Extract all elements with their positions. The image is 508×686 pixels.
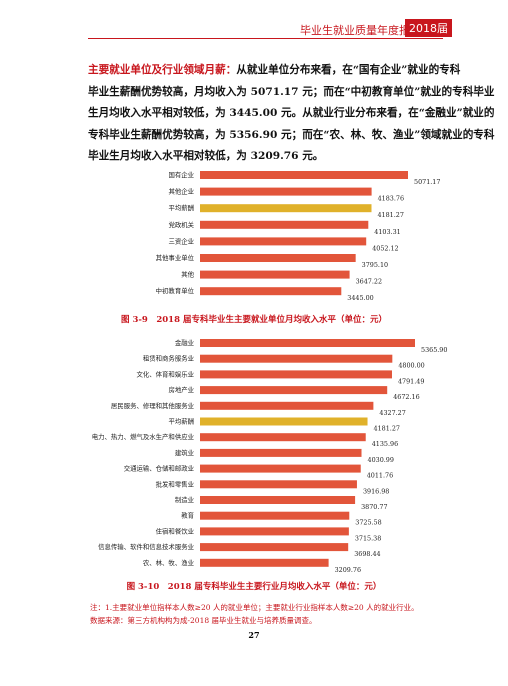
value-label: 3647.22 bbox=[356, 278, 382, 286]
value-label: 5071.17 bbox=[414, 178, 440, 186]
bar bbox=[200, 370, 392, 379]
chart-title: 图 3-9 2018 届专科毕业生主要就业单位月均收入水平（单位：元） bbox=[121, 315, 387, 325]
value-label: 3916.98 bbox=[363, 487, 389, 495]
bar bbox=[200, 543, 349, 552]
bar bbox=[200, 464, 361, 473]
page-number: 27 bbox=[248, 630, 260, 640]
header-title: 毕业生就业质量年度报告 bbox=[300, 24, 421, 37]
value-label: 4011.76 bbox=[367, 472, 393, 480]
paragraph-lead: 主要就业单位及行业领域月薪： bbox=[88, 64, 237, 76]
bar bbox=[200, 287, 342, 296]
category-label: 三资企业 bbox=[168, 236, 194, 245]
category-label: 信息传输、软件和信息技术服务业 bbox=[98, 542, 194, 551]
bar bbox=[200, 480, 357, 489]
paragraph-line: 生月均收入水平相对较低，为 3445.00 元。从就业行业分布来看，在“金融业”… bbox=[88, 107, 495, 119]
bar bbox=[200, 171, 408, 179]
header-rule bbox=[88, 38, 443, 39]
bar bbox=[200, 496, 356, 504]
bar bbox=[200, 417, 368, 426]
value-label: 4183.76 bbox=[378, 195, 404, 203]
value-label: 3870.77 bbox=[361, 503, 387, 511]
category-label: 交通运输、仓储和邮政业 bbox=[124, 464, 195, 473]
value-label: 3445.00 bbox=[347, 294, 373, 300]
category-label: 国有企业 bbox=[168, 170, 194, 179]
value-label: 4181.27 bbox=[374, 425, 400, 433]
category-label: 批发和零售业 bbox=[156, 479, 195, 488]
value-label: 4181.27 bbox=[377, 211, 403, 219]
value-label: 3209.76 bbox=[335, 566, 361, 574]
category-label: 农、林、牧、渔业 bbox=[143, 558, 195, 567]
bar bbox=[200, 354, 393, 363]
paragraph-line: 专科毕业生薪酬优势较高，为 5356.90 元；而在“农、林、牧、渔业”领域就业… bbox=[88, 128, 495, 141]
bar bbox=[200, 527, 349, 536]
category-label: 其他 bbox=[181, 270, 194, 279]
category-label: 居民服务、修理和其他服务业 bbox=[111, 401, 195, 410]
category-label: 党政机关 bbox=[168, 220, 194, 229]
bar bbox=[200, 270, 350, 279]
bar bbox=[200, 254, 356, 262]
value-label: 3725.58 bbox=[355, 519, 381, 527]
paragraph-line: 毕业生薪酬优势较高，月均收入为 5071.17 元；而在“中初教育单位”就业的专… bbox=[88, 85, 495, 98]
bar bbox=[200, 187, 372, 196]
paragraph: 主要就业单位及行业领域月薪：从就业单位分布来看，在“国有企业”就业的专科 毕业生… bbox=[88, 60, 495, 168]
bar bbox=[200, 237, 367, 246]
value-label: 4030.99 bbox=[368, 456, 394, 464]
bar bbox=[200, 511, 350, 520]
bar bbox=[200, 220, 369, 229]
category-label: 中初教育单位 bbox=[156, 286, 195, 295]
paragraph-text: 从就业单位分布来看，在“国有企业”就业的专科 bbox=[236, 64, 461, 76]
note: 数据来源：第三方机构构为成-2018 届毕业生就业与培养质量调查。 bbox=[90, 616, 317, 625]
category-label: 制造业 bbox=[175, 495, 195, 504]
bar bbox=[200, 448, 362, 457]
bar bbox=[200, 204, 372, 213]
chart: 国有企业 5071.17 其他企业 4183.76 平均薪酬 4181.27 党政机关 410… bbox=[156, 170, 441, 300]
category-label: 租赁和商务服务业 bbox=[143, 354, 195, 363]
category-label: 平均薪酬 bbox=[168, 203, 194, 212]
category-label: 教育 bbox=[181, 511, 194, 520]
category-label: 住宿和餐饮业 bbox=[156, 526, 195, 535]
bar bbox=[200, 386, 388, 395]
value-label: 5365.90 bbox=[421, 346, 447, 354]
chart-title: 图 3-10 2018 届专科毕业生主要行业月均收入水平（单位：元） bbox=[126, 582, 382, 592]
note: 注：1.主要就业单位指样本人数≥20 人的就业单位；主要就业行业指样本人数≥20… bbox=[90, 603, 419, 612]
paragraph-line: 毕业生月均收入水平相对较低，为 3209.76 元。 bbox=[88, 150, 324, 162]
category-label: 建筑业 bbox=[175, 448, 195, 457]
value-label: 3795.10 bbox=[362, 261, 388, 269]
value-label: 4052.12 bbox=[372, 244, 398, 252]
chart: 金融业 5365.90 租赁和商务服务业 4800.00 文化、体育和娱乐业 4791.4… bbox=[92, 338, 448, 574]
category-label: 其他事业单位 bbox=[156, 253, 195, 262]
value-label: 3698.44 bbox=[354, 550, 380, 558]
category-label: 其他企业 bbox=[168, 187, 194, 196]
value-label: 4800.00 bbox=[398, 362, 424, 370]
header-badge: 2018届 bbox=[405, 19, 452, 37]
value-label: 4103.31 bbox=[374, 228, 400, 236]
category-label: 房地产业 bbox=[168, 385, 194, 394]
value-label: 4791.49 bbox=[398, 377, 424, 385]
value-label: 3715.38 bbox=[355, 534, 381, 542]
category-label: 金融业 bbox=[175, 338, 195, 347]
value-label: 4672.16 bbox=[393, 393, 419, 401]
bar bbox=[200, 339, 415, 347]
value-label: 4327.27 bbox=[379, 409, 405, 417]
category-label: 电力、热力、燃气及水生产和供应业 bbox=[92, 432, 195, 441]
bar bbox=[200, 558, 329, 567]
category-label: 文化、体育和娱乐业 bbox=[136, 369, 194, 378]
value-label: 4135.96 bbox=[372, 440, 398, 448]
bar bbox=[200, 433, 366, 442]
paragraph-line: 主要就业单位及行业领域月薪：从就业单位分布来看，在“国有企业”就业的专科 bbox=[88, 60, 460, 82]
category-label: 平均薪酬 bbox=[168, 417, 194, 426]
bar bbox=[200, 401, 374, 410]
